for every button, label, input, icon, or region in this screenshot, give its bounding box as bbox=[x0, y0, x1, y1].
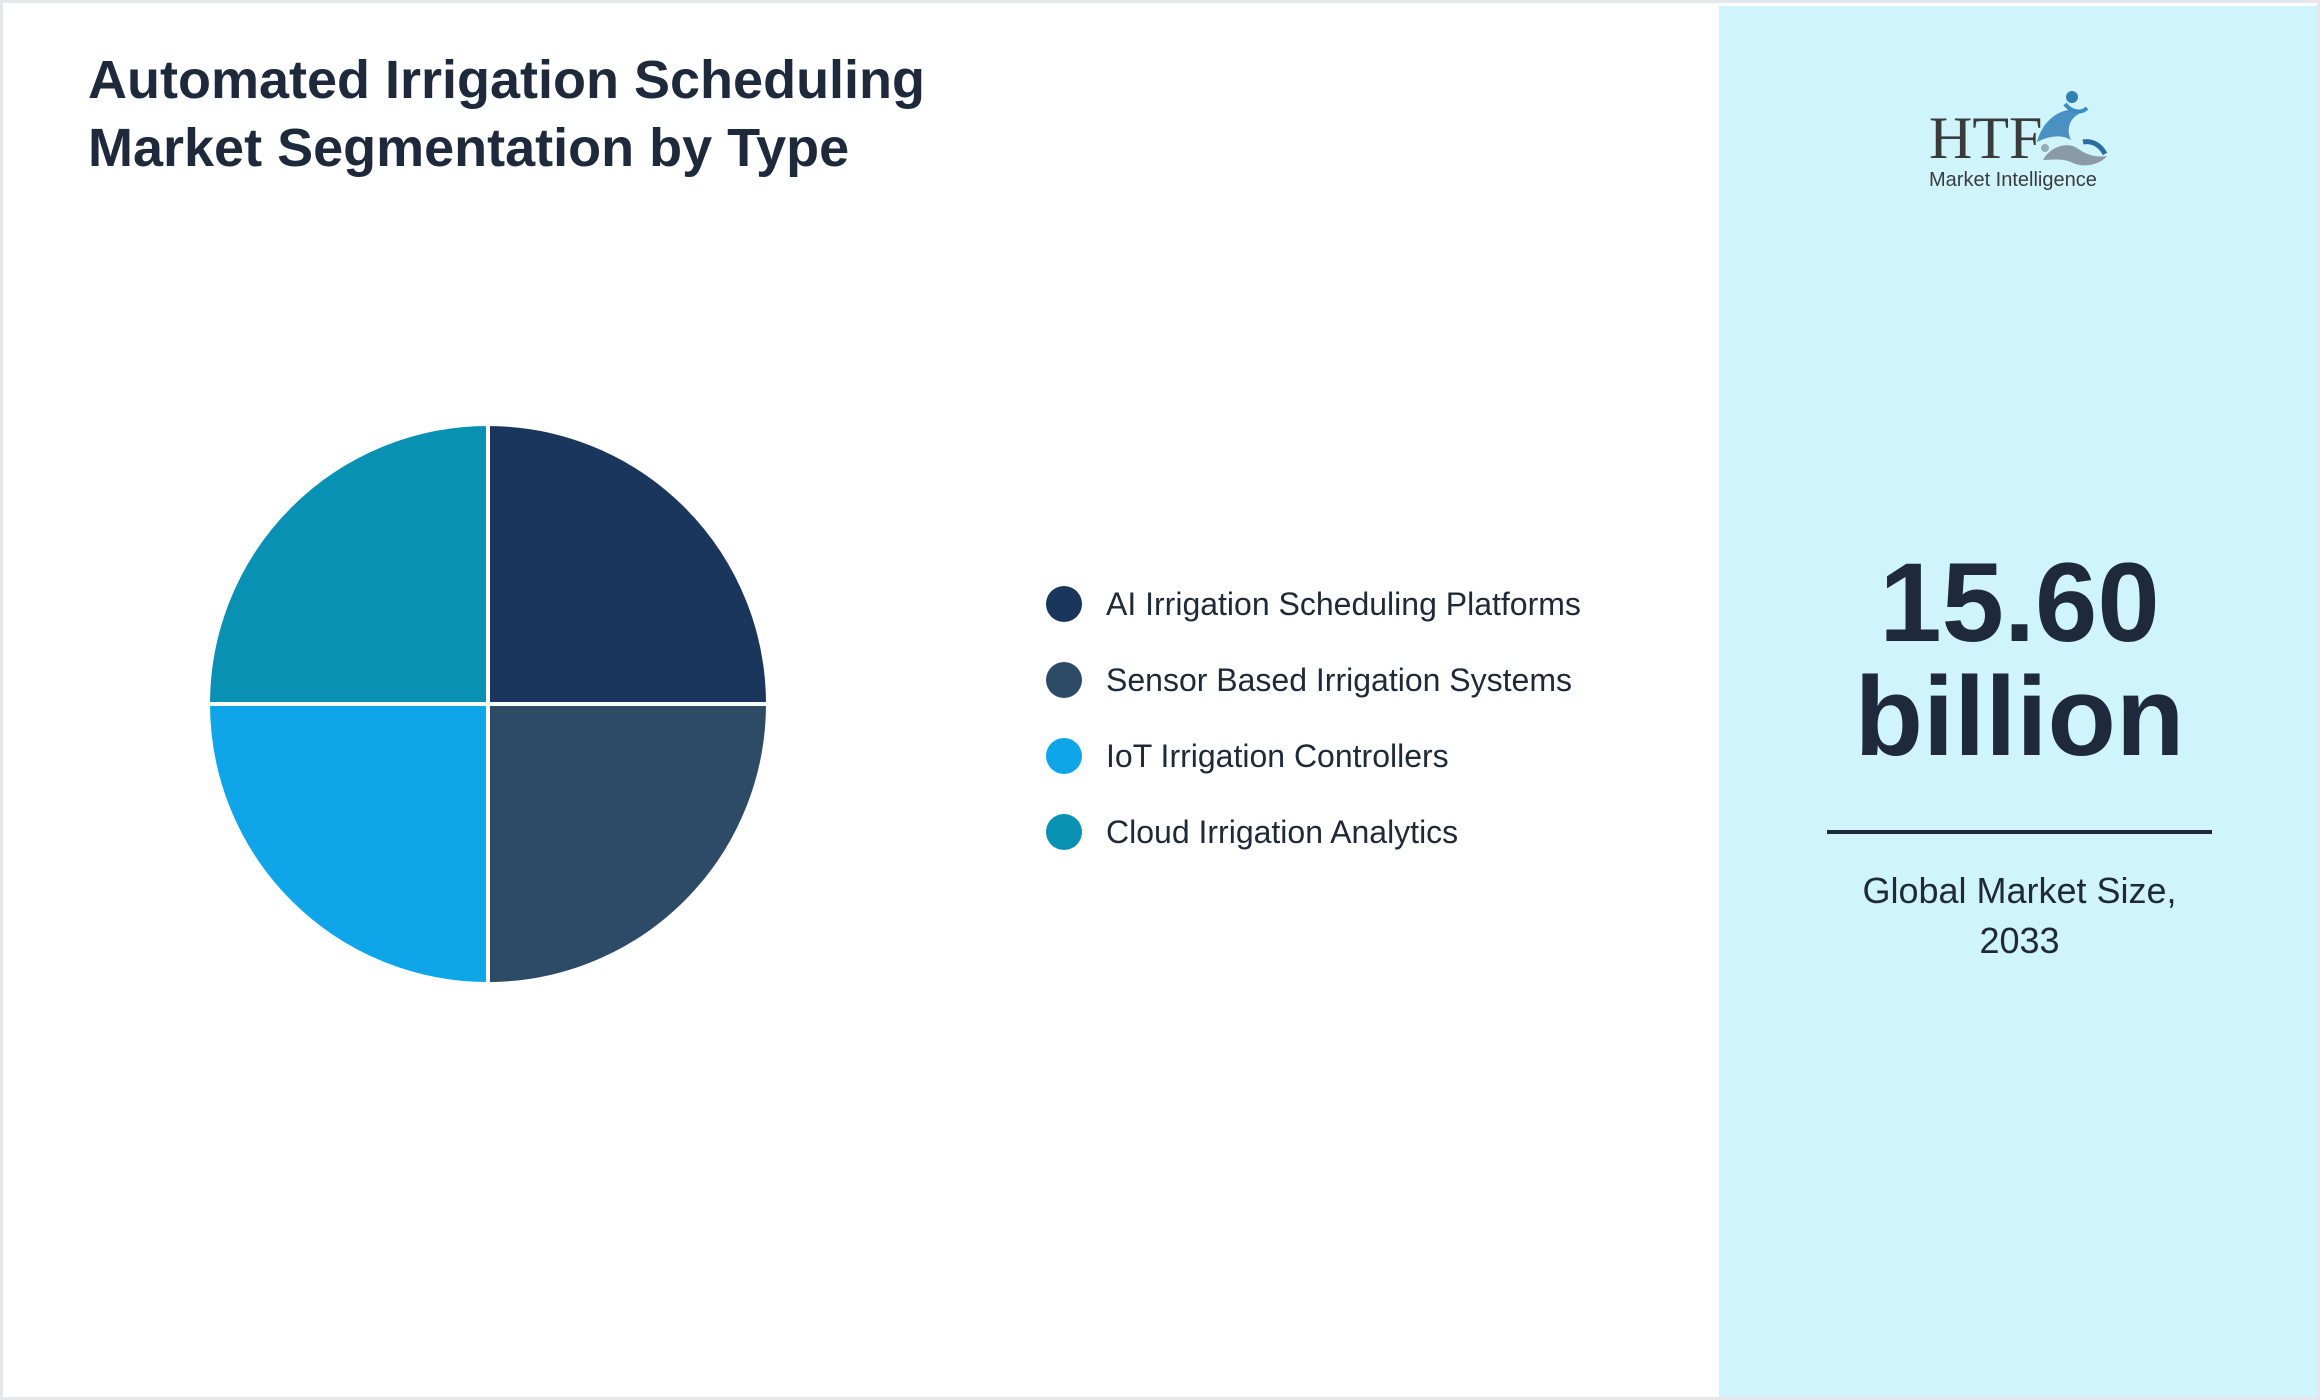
chart-title-line-1: Automated Irrigation Scheduling bbox=[88, 50, 926, 110]
htf-logo: HTF Market Intelligence bbox=[1929, 91, 2108, 191]
pie-slice-cloud-irrigation-analytics bbox=[206, 422, 490, 706]
htf-logo-text: HTF bbox=[1929, 105, 2042, 171]
legend-item-sensor-based-irrigation-systems: Sensor Based Irrigation Systems bbox=[1046, 642, 1581, 718]
legend-label: AI Irrigation Scheduling Platforms bbox=[1106, 585, 1581, 622]
legend-swatch bbox=[1046, 662, 1082, 698]
pie-slice-sensor-based-irrigation-systems bbox=[486, 702, 770, 986]
htf-logo-icon bbox=[2037, 91, 2108, 166]
market-size-value: 15.60 billion bbox=[1719, 546, 2317, 774]
kpi-divider bbox=[1827, 830, 2212, 834]
htf-logo-subtitle: Market Intelligence bbox=[1929, 169, 2097, 191]
side-panel: HTF Market Intelligence 15.60 billion Gl… bbox=[1719, 6, 2317, 1397]
pie-slice-ai-irrigation-scheduling-platforms bbox=[486, 422, 770, 706]
legend-swatch bbox=[1046, 738, 1082, 774]
market-size-unit: billion bbox=[1854, 654, 2185, 779]
pie-chart bbox=[206, 422, 770, 986]
market-size-caption: Global Market Size, 2033 bbox=[1719, 866, 2317, 966]
legend-item-ai-irrigation-scheduling-platforms: AI Irrigation Scheduling Platforms bbox=[1046, 566, 1581, 642]
chart-title-line-2: Market Segmentation by Type bbox=[88, 118, 850, 178]
legend-item-iot-irrigation-controllers: IoT Irrigation Controllers bbox=[1046, 718, 1581, 794]
main-panel: Automated Irrigation Scheduling Market S… bbox=[6, 6, 1719, 1397]
legend-swatch bbox=[1046, 814, 1082, 850]
pie-slice-iot-irrigation-controllers bbox=[206, 702, 490, 986]
legend-item-cloud-irrigation-analytics: Cloud Irrigation Analytics bbox=[1046, 794, 1581, 870]
legend-label: Sensor Based Irrigation Systems bbox=[1106, 661, 1572, 698]
market-size-number: 15.60 bbox=[1879, 540, 2160, 665]
legend-label: IoT Irrigation Controllers bbox=[1106, 737, 1449, 774]
market-size-caption-line-2: 2033 bbox=[1979, 920, 2060, 961]
legend-label: Cloud Irrigation Analytics bbox=[1106, 813, 1459, 850]
legend-swatch bbox=[1046, 586, 1082, 622]
chart-legend: AI Irrigation Scheduling Platforms Sensor… bbox=[1046, 566, 1581, 870]
market-size-caption-line-1: Global Market Size, bbox=[1862, 870, 2177, 911]
chart-title: Automated Irrigation Scheduling Market S… bbox=[88, 46, 1188, 182]
